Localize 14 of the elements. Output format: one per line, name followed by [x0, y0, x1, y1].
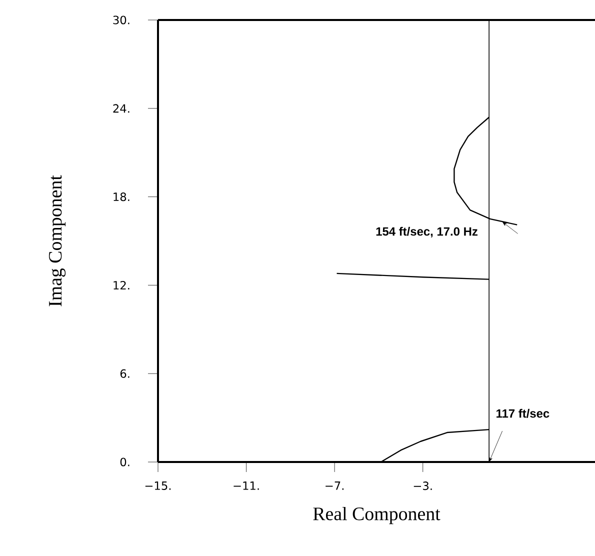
annotation: 154 ft/sec, 17.0 Hz	[376, 226, 478, 238]
y-tick-label: 12.	[114, 280, 130, 290]
y-tick-label: 0.	[120, 458, 130, 466]
y-tick-label: 24.	[113, 104, 130, 113]
x-tick-label: −7.	[326, 482, 344, 490]
x-tick-label: −3.	[414, 482, 432, 490]
y-tick-label: 30.	[113, 16, 130, 24]
x-tick-label: −11.	[234, 482, 259, 490]
x-tick-label: −15.	[145, 482, 171, 490]
annotation: 117 ft/sec	[496, 408, 550, 418]
y-tick-label: 6.	[120, 369, 130, 378]
x-axis-title: Real Component	[313, 506, 440, 524]
y-axis-title: Imag Component	[48, 175, 66, 306]
y-tick-label: 18.	[114, 192, 130, 202]
